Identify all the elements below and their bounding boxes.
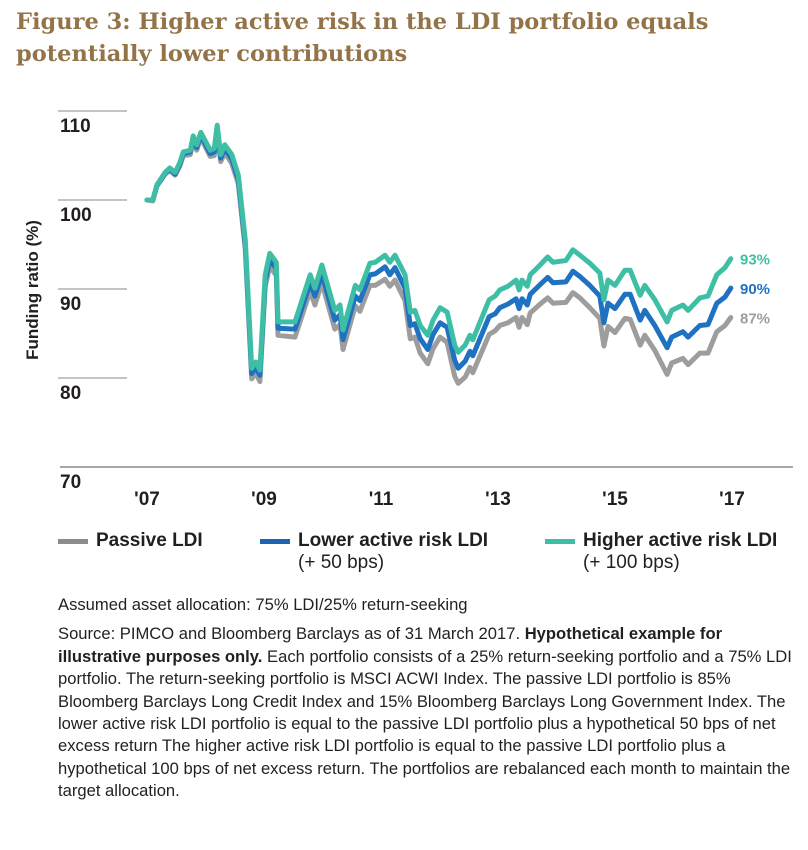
y-tick-label: 90: [60, 294, 81, 315]
legend-label: Lower active risk LDI: [298, 530, 489, 551]
line-chart: 110 100 90 80 70 '07 '09 '11 '13 '15 '17 Funding ra…: [23, 110, 793, 510]
y-tick-label: 80: [60, 383, 81, 404]
allocation-note: Assumed asset allocation: 75% LDI/25% re…: [58, 595, 468, 614]
y-tick-label: 110: [60, 116, 91, 137]
x-tick-label: '13: [485, 489, 511, 510]
source-note: Source: PIMCO and Bloomberg Barclays as …: [58, 623, 802, 802]
legend-label: Passive LDI: [96, 530, 203, 551]
end-value-label: 93%: [740, 252, 770, 269]
y-tick-label: 70: [60, 472, 81, 493]
legend-swatch: [260, 539, 290, 544]
y-tick-label: 100: [60, 205, 92, 226]
source-disclaimer: Hypothetical example for illustrative pu…: [58, 624, 723, 666]
x-tick-label: '09: [251, 489, 277, 510]
x-tick-label: '07: [134, 489, 160, 510]
footnotes: Assumed asset allocation: 75% LDI/25% re…: [58, 594, 802, 810]
legend-label-sub: (+ 50 bps): [298, 552, 385, 573]
source-body: Each portfolio consists of a 25% return-…: [58, 646, 792, 801]
legend-item-passive: Passive LDI: [58, 530, 258, 552]
series-line-3: [144, 122, 734, 373]
x-tick-label: '17: [719, 489, 745, 510]
legend-label-sub: (+ 100 bps): [583, 552, 680, 573]
legend-item-higher: Higher active risk LDI (+ 100 bps): [545, 530, 805, 574]
source-prefix: Source: PIMCO and Bloomberg Barclays as …: [58, 624, 525, 644]
legend-swatch: [545, 539, 575, 544]
end-value-label: 90%: [740, 281, 770, 298]
legend-item-lower: Lower active risk LDI (+ 50 bps): [260, 530, 520, 574]
legend-swatch: [58, 539, 88, 544]
end-value-label: 87%: [740, 310, 770, 327]
x-tick-label: '11: [369, 489, 394, 510]
x-tick-label: '15: [602, 489, 628, 510]
figure-title: Figure 3: Higher active risk in the LDI …: [16, 9, 709, 67]
legend-label: Higher active risk LDI: [583, 530, 778, 551]
y-axis-label: Funding ratio (%): [23, 220, 42, 360]
